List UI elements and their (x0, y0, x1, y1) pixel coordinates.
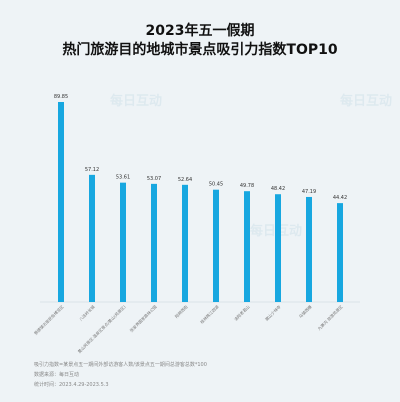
bar-3 (120, 182, 126, 302)
bar-10 (337, 203, 343, 302)
value-label-1: 89.85 (54, 94, 68, 100)
value-label-5: 52.64 (178, 177, 192, 183)
category-label-6: 桂林两江四湖 (198, 303, 219, 324)
bar-2 (89, 174, 95, 302)
value-label-10: 44.42 (333, 195, 347, 201)
value-label-6: 50.45 (209, 182, 223, 188)
watermark: 每日互动 (110, 94, 163, 109)
value-label-4: 53.07 (147, 176, 161, 182)
category-label-9: 乌镇西栅 (297, 303, 313, 319)
bar-8 (275, 194, 281, 302)
category-label-5: 阳朔西街 (173, 303, 189, 319)
note-formula: 吸引力指数=某景点五一期间外部访游客人数/该景点五一期间总游客总数*100 (34, 362, 207, 368)
value-label-3: 53.61 (116, 175, 130, 181)
value-label-7: 49.78 (240, 183, 254, 189)
value-label-9: 47.19 (302, 189, 316, 195)
chart-title-line1: 2023年五一假期 (145, 23, 255, 39)
bar-7 (244, 191, 250, 302)
bar-5 (182, 184, 188, 302)
watermark: 每日互动 (340, 94, 393, 109)
chart-notes: 吸引力指数=某景点五一期间外部访游客人数/该景点五一期间总游客总数*100 数据… (34, 360, 207, 390)
bar-9 (306, 196, 312, 302)
category-label-8: 嵩山少林寺 (263, 303, 281, 321)
category-label-10: 九寨沟 旅游风景区 (316, 303, 344, 331)
note-period: 统计时间：2023.4.29-2023.5.3 (34, 382, 109, 388)
chart-title-line2: 热门旅游目的地城市景点吸引力指数TOP10 (62, 42, 338, 58)
category-label-4: 张家界国家森林公园 (128, 303, 158, 333)
bar-4 (151, 183, 157, 302)
category-label-2: 八达岭长城 (77, 303, 95, 321)
category-label-1: 景德镇古窑民俗博览区 (32, 303, 65, 336)
bar-1 (58, 101, 64, 302)
category-label-7: 洛阳老君山 (232, 303, 250, 321)
note-source: 数据来源：每日互动 (34, 372, 80, 378)
category-label-3: 黄山风景区·温泉区景点/黄山(风景区) (76, 303, 127, 354)
value-label-8: 48.42 (271, 186, 285, 192)
value-label-2: 57.12 (85, 167, 99, 173)
bar-6 (213, 189, 219, 302)
